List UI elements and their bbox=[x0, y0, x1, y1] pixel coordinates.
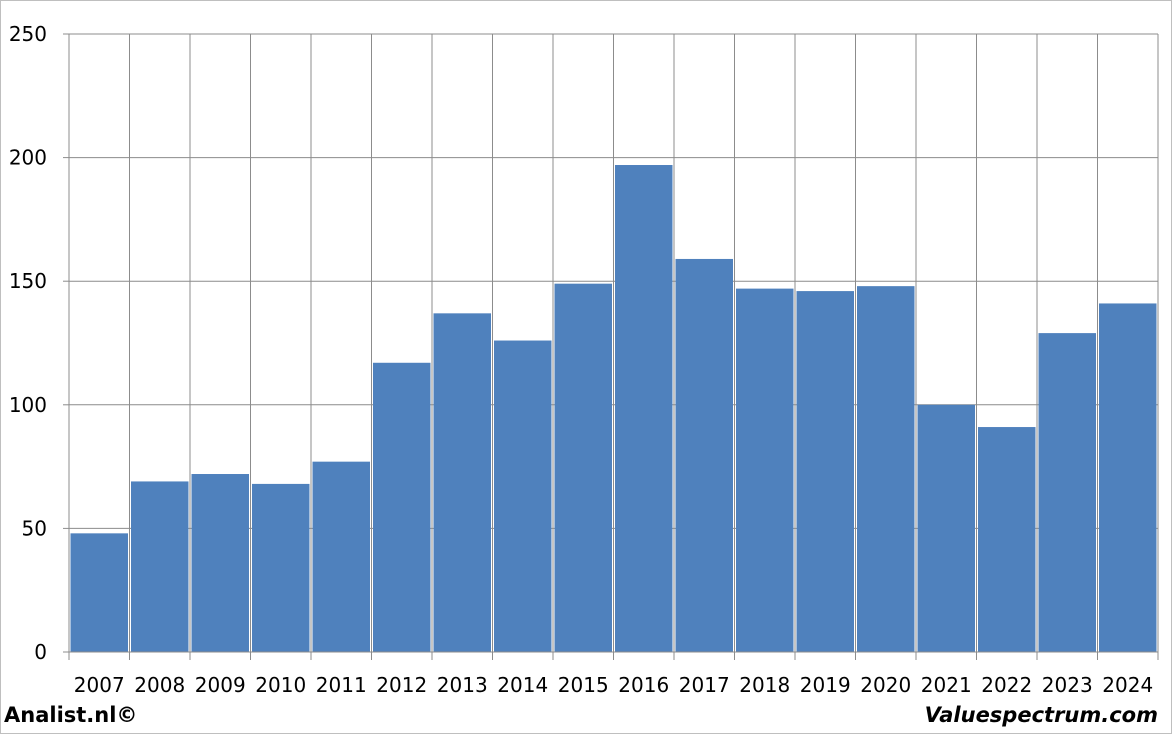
x-tick-label: 2023 bbox=[1042, 673, 1093, 697]
x-tick-label: 2020 bbox=[860, 673, 911, 697]
x-tick-label: 2012 bbox=[376, 673, 427, 697]
bar-2022 bbox=[978, 427, 1036, 652]
bar-2013 bbox=[433, 313, 491, 652]
x-tick-label: 2022 bbox=[981, 673, 1032, 697]
x-tick-label: 2014 bbox=[497, 673, 548, 697]
bar-2015 bbox=[554, 283, 612, 652]
y-tick-label: 250 bbox=[9, 22, 47, 46]
x-tick-label: 2018 bbox=[739, 673, 790, 697]
x-tick-label: 2021 bbox=[921, 673, 972, 697]
bar-2014 bbox=[494, 340, 552, 652]
x-tick-label: 2007 bbox=[74, 673, 125, 697]
bar-2019 bbox=[796, 291, 854, 652]
y-tick-label: 150 bbox=[9, 269, 47, 293]
bar-2007 bbox=[70, 533, 128, 652]
x-tick-label: 2013 bbox=[437, 673, 488, 697]
x-tick-label: 2015 bbox=[558, 673, 609, 697]
x-tick-label: 2010 bbox=[255, 673, 306, 697]
x-tick-label: 2008 bbox=[134, 673, 185, 697]
bar-chart: 0 50 100 150 200 250 2007 2008 2009 2010 2011 2012 2… bbox=[9, 22, 1159, 697]
x-tick-label: 2024 bbox=[1102, 673, 1153, 697]
bar-2009 bbox=[191, 474, 249, 652]
valuespectrum-credit: Valuespectrum.com bbox=[924, 703, 1158, 727]
bar-2023 bbox=[1038, 333, 1096, 652]
bar-2018 bbox=[736, 288, 794, 652]
x-tick-label: 2019 bbox=[800, 673, 851, 697]
bar-2020 bbox=[857, 286, 915, 652]
x-tick-label: 2009 bbox=[195, 673, 246, 697]
y-tick-label: 100 bbox=[9, 393, 47, 417]
bar-2011 bbox=[312, 461, 370, 652]
y-tick-label: 50 bbox=[22, 516, 47, 540]
bar-2021 bbox=[917, 404, 975, 652]
analist-credit: Analist.nl© bbox=[4, 703, 138, 727]
x-tick-label: 2011 bbox=[316, 673, 367, 697]
bar-2016 bbox=[615, 165, 673, 653]
y-tick-label: 200 bbox=[9, 146, 47, 170]
x-tick-label: 2016 bbox=[618, 673, 669, 697]
bar-2024 bbox=[1099, 303, 1157, 652]
bar-2010 bbox=[252, 483, 310, 652]
bar-2017 bbox=[675, 258, 733, 652]
bar-2012 bbox=[373, 362, 431, 652]
y-tick-label: 0 bbox=[34, 640, 47, 664]
bar-2008 bbox=[131, 481, 189, 652]
x-tick-label: 2017 bbox=[679, 673, 730, 697]
